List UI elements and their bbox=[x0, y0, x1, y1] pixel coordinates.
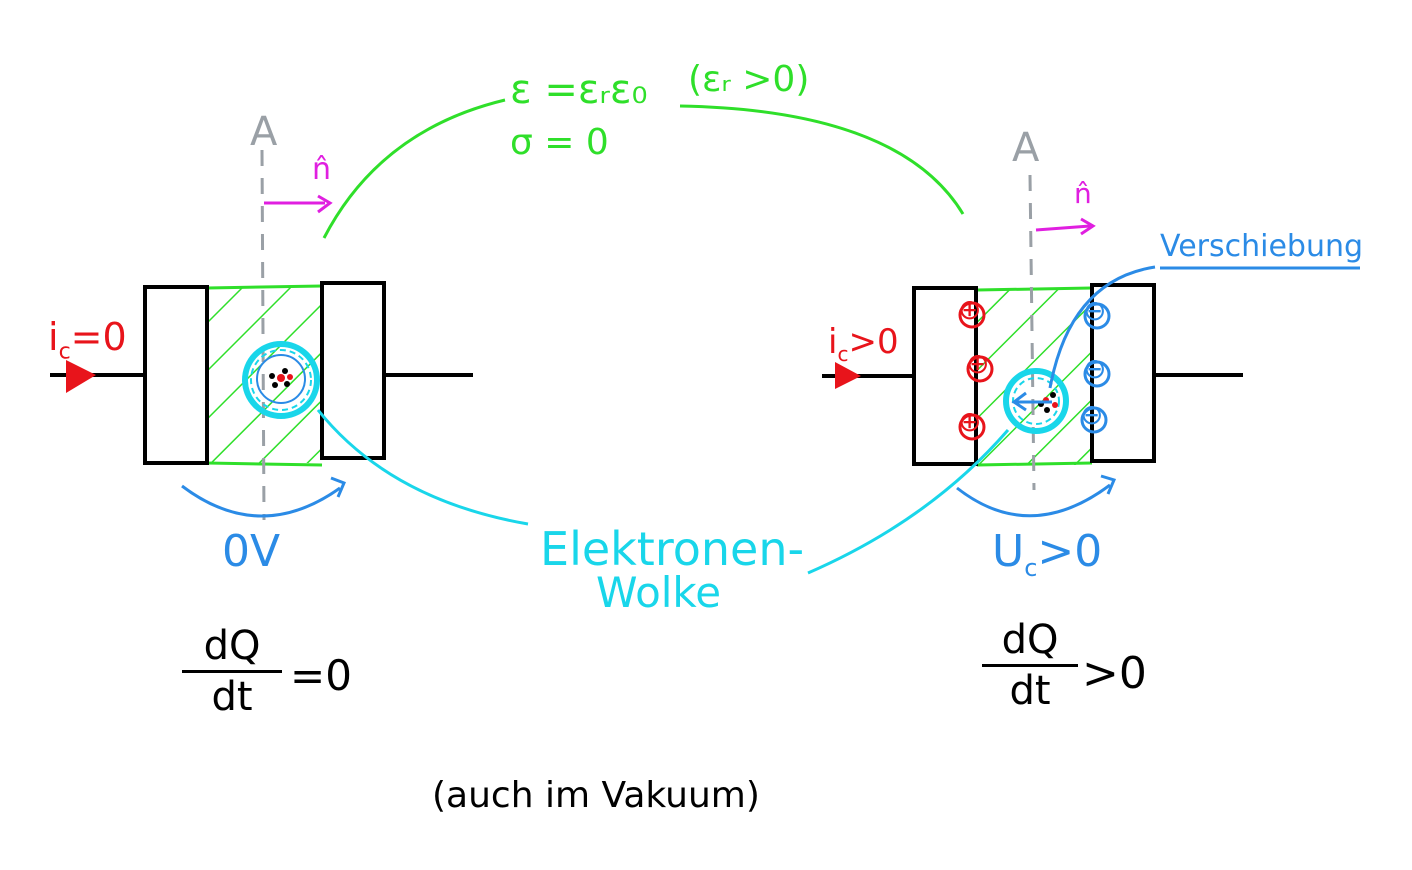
right-minus-circle bbox=[1083, 302, 1111, 330]
right-normal-arrow-head bbox=[1080, 217, 1096, 236]
right-axis-label: A bbox=[1012, 125, 1040, 171]
left-current-arrow bbox=[66, 360, 96, 393]
left-electron-cloud-inner bbox=[256, 354, 306, 404]
right-frac-numerator: dQ bbox=[1001, 617, 1059, 663]
electron-cloud-label-1: Elektronen- bbox=[540, 522, 805, 576]
right-voltage-arrowhead bbox=[1100, 474, 1117, 495]
left-voltage-arrowhead bbox=[330, 476, 346, 498]
right-voltage-relation: >0 bbox=[1037, 526, 1103, 577]
conductivity-formula: σ = 0 bbox=[510, 122, 609, 163]
right-normal-arrow-line bbox=[1035, 224, 1091, 232]
left-plate-1 bbox=[143, 285, 209, 465]
plus-sign-3: ⊕ bbox=[958, 405, 982, 438]
cloud-connector-left bbox=[316, 409, 529, 526]
left-normal-label: n̂ bbox=[312, 152, 332, 187]
right-current-subscript: c bbox=[837, 341, 849, 366]
left-nucleus-dot bbox=[284, 381, 290, 387]
displacement-label: Verschiebung bbox=[1160, 229, 1364, 264]
left-electron-cloud-outer bbox=[242, 341, 320, 419]
left-frac-bar bbox=[182, 670, 282, 673]
right-voltage-subscript: c bbox=[1024, 553, 1038, 582]
permittivity-note: (εᵣ >0) bbox=[688, 59, 810, 100]
right-plus-circle bbox=[958, 413, 986, 441]
right-plus-circle bbox=[958, 301, 986, 329]
right-current-arrow bbox=[835, 362, 861, 389]
left-voltage-arc bbox=[181, 484, 341, 518]
cloud-connector-right bbox=[807, 429, 1010, 575]
left-dielectric-top-edge bbox=[206, 284, 323, 290]
right-displacement-arrow-head bbox=[1011, 391, 1027, 412]
displacement-connector bbox=[1048, 265, 1156, 389]
right-electron-cloud-outer bbox=[1003, 368, 1069, 434]
right-capacitor bbox=[822, 174, 1243, 518]
left-plate-2 bbox=[320, 281, 386, 460]
left-electron-cloud-ring bbox=[250, 349, 312, 411]
left-frac-numerator: dQ bbox=[203, 623, 261, 669]
left-nucleus-dot bbox=[272, 382, 278, 388]
right-current-relation: >0 bbox=[848, 322, 899, 362]
left-nucleus-dot bbox=[277, 374, 285, 382]
dielectric-connector-left bbox=[322, 98, 506, 239]
left-current-subscript: c bbox=[58, 339, 71, 365]
left-capacitor bbox=[50, 149, 473, 521]
right-voltage-label: Uc>0 bbox=[992, 530, 1102, 580]
plus-sign-1: ⊕ bbox=[958, 293, 982, 326]
right-plus-circle bbox=[966, 355, 994, 383]
right-nucleus-dot bbox=[1052, 402, 1058, 408]
right-current-label: ic>0 bbox=[828, 325, 899, 364]
right-frac-relation: >0 bbox=[1082, 648, 1147, 699]
right-minus-circle bbox=[1083, 360, 1111, 388]
right-axis-line bbox=[1028, 174, 1036, 491]
plus-sign-2: ⊕ bbox=[966, 347, 990, 380]
left-charge-rate: dQ dt bbox=[182, 624, 282, 719]
permittivity-formula: ε =εᵣε₀ bbox=[510, 67, 648, 113]
right-nucleus-dot bbox=[1044, 407, 1050, 413]
minus-sign-1: ⊖ bbox=[1083, 294, 1107, 327]
left-nucleus-dot bbox=[269, 373, 275, 379]
left-voltage-label: 0V bbox=[222, 526, 281, 577]
electron-cloud-label-2: Wolke bbox=[596, 568, 722, 617]
left-current-label: ic=0 bbox=[48, 318, 127, 364]
right-frac-bar bbox=[982, 664, 1078, 667]
minus-sign-2: ⊖ bbox=[1083, 352, 1107, 385]
right-current-symbol: i bbox=[828, 322, 838, 362]
right-plate-1 bbox=[912, 286, 978, 466]
left-axis-line bbox=[260, 149, 266, 521]
right-voltage-arc bbox=[956, 483, 1111, 518]
right-dielectric-top-edge bbox=[976, 286, 1093, 292]
right-nucleus-dot bbox=[1050, 392, 1056, 398]
footer-note: (auch im Vakuum) bbox=[432, 775, 760, 816]
right-normal-label: n̂ bbox=[1074, 177, 1092, 210]
left-current-relation: =0 bbox=[70, 315, 127, 359]
left-nucleus-dot bbox=[282, 368, 288, 374]
left-normal-arrow-head bbox=[317, 194, 333, 214]
right-voltage-symbol: U bbox=[992, 526, 1025, 577]
left-current-symbol: i bbox=[48, 315, 59, 359]
dielectric-connector-right bbox=[679, 104, 965, 215]
minus-sign-3: ⊖ bbox=[1080, 398, 1104, 431]
right-charge-rate: dQ dt bbox=[982, 618, 1078, 713]
left-frac-relation: =0 bbox=[290, 651, 352, 700]
right-minus-circle bbox=[1080, 406, 1108, 434]
right-frac-denominator: dt bbox=[1009, 668, 1051, 714]
left-frac-denominator: dt bbox=[211, 674, 253, 720]
left-axis-label: A bbox=[250, 109, 278, 155]
left-nucleus-dot bbox=[287, 374, 293, 380]
